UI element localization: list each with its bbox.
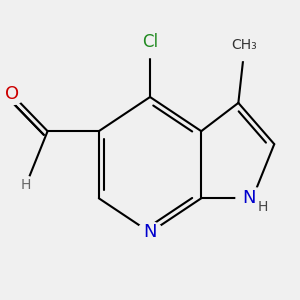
- Text: H: H: [21, 178, 31, 192]
- Text: Cl: Cl: [142, 33, 158, 51]
- Text: O: O: [4, 85, 19, 103]
- Ellipse shape: [221, 39, 268, 61]
- Ellipse shape: [134, 36, 166, 58]
- Text: N: N: [143, 224, 157, 242]
- Text: CH₃: CH₃: [231, 38, 257, 52]
- Ellipse shape: [0, 83, 25, 105]
- Text: H: H: [257, 200, 268, 214]
- Ellipse shape: [137, 222, 163, 243]
- Text: N: N: [242, 189, 255, 207]
- Ellipse shape: [236, 188, 269, 209]
- Ellipse shape: [14, 176, 38, 194]
